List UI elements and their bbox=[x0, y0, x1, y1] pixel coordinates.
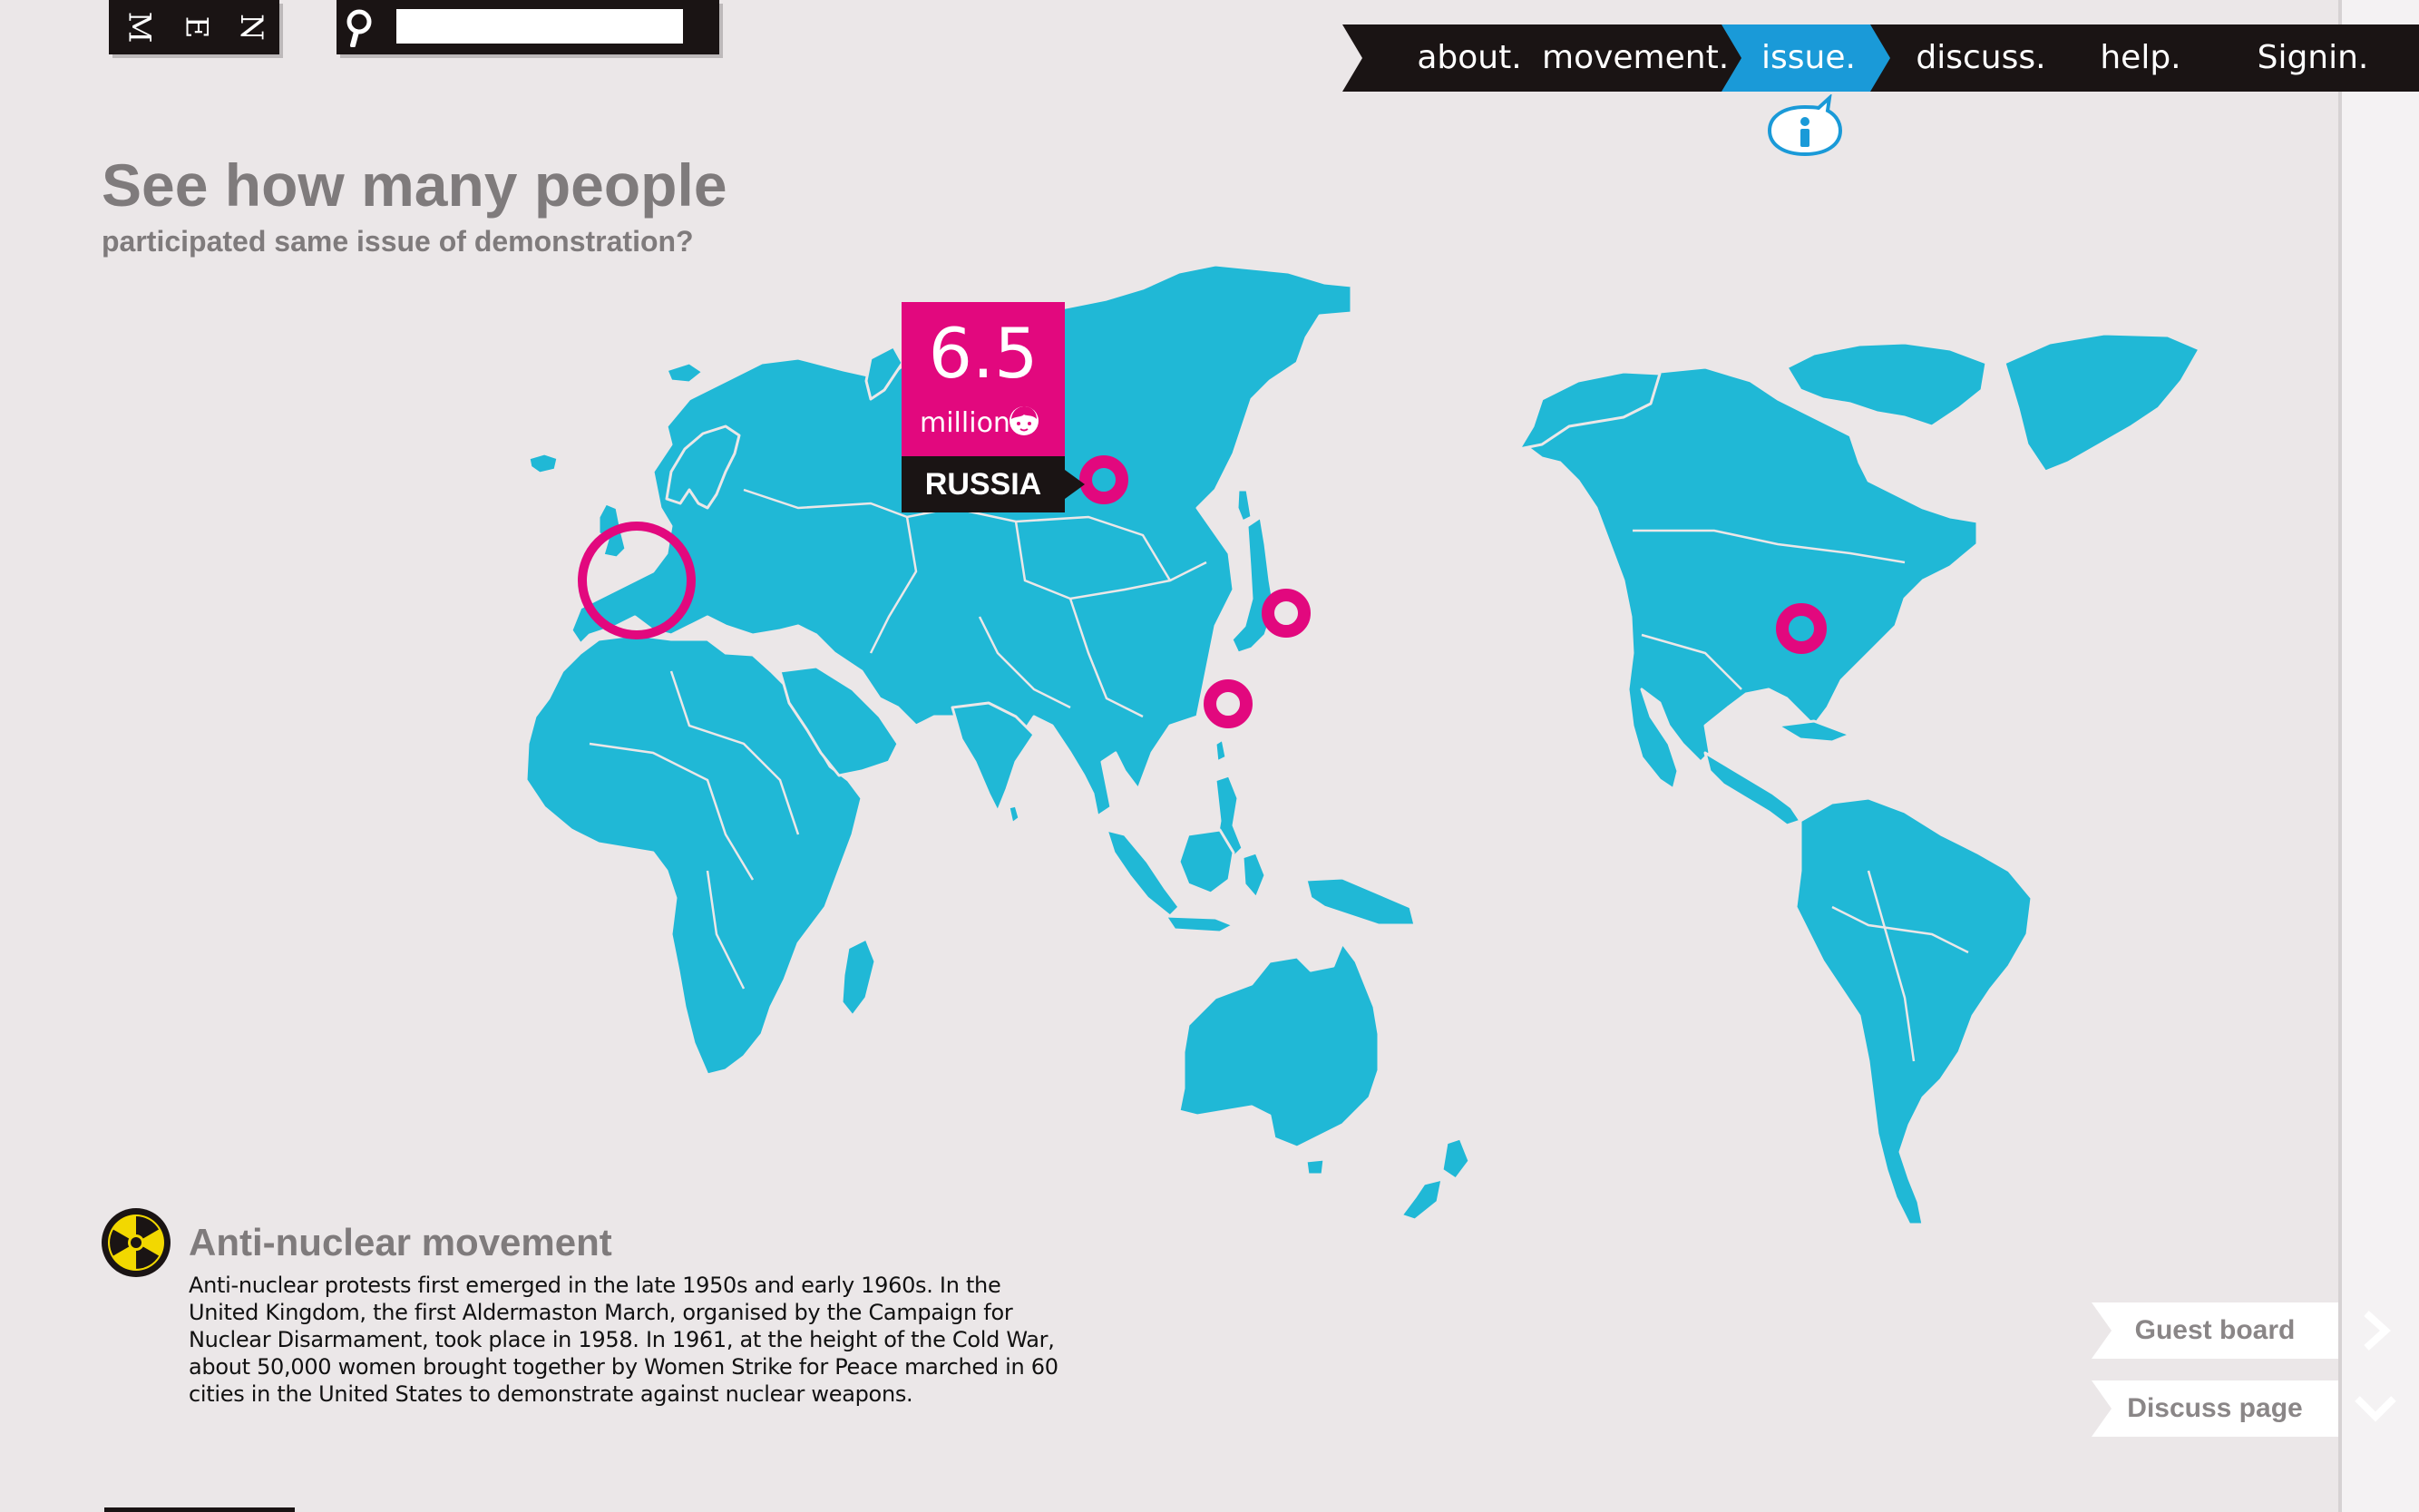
landmass-new-zealand-south bbox=[1400, 1177, 1444, 1222]
landmass-scandinavia bbox=[665, 424, 741, 510]
footer-divider bbox=[104, 1507, 295, 1512]
landmass-madagascar bbox=[840, 937, 877, 1018]
discuss-page-button[interactable]: Discuss page bbox=[2092, 1380, 2338, 1437]
callout-country-label: RUSSIA bbox=[902, 456, 1065, 512]
landmass-sri-lanka bbox=[1007, 804, 1021, 825]
nav-help[interactable]: help. bbox=[2100, 39, 2181, 76]
info-icon[interactable] bbox=[1764, 94, 1846, 160]
landmass-svalbard bbox=[665, 361, 705, 385]
callout-pointer bbox=[1065, 470, 1085, 499]
nav-signin[interactable]: Signin. bbox=[2257, 39, 2369, 76]
callout-unit: million bbox=[920, 407, 1010, 439]
landmass-alaska bbox=[1517, 370, 1662, 451]
movement-description: Anti-nuclear protests first emerged in t… bbox=[189, 1273, 1058, 1407]
chevron-down-icon[interactable] bbox=[2353, 1386, 2398, 1431]
marker-china[interactable] bbox=[1204, 679, 1253, 728]
marker-united-states[interactable] bbox=[1776, 603, 1827, 654]
markers bbox=[578, 455, 1827, 728]
landmass-africa bbox=[524, 633, 863, 1077]
landmass-cuba bbox=[1776, 719, 1852, 744]
nav-bar-background bbox=[1342, 24, 2419, 92]
landmass-sakhalin bbox=[1235, 488, 1253, 523]
callout-number: 6.5 bbox=[928, 313, 1039, 394]
guest-board-button[interactable]: Guest board bbox=[2092, 1302, 2338, 1359]
landmass-india bbox=[951, 701, 1036, 814]
landmass-novaya-zemlya bbox=[864, 345, 904, 401]
page-title: See how many people bbox=[102, 151, 727, 219]
landmass-tasmania bbox=[1304, 1157, 1326, 1176]
landmass-arabia bbox=[778, 665, 900, 777]
page-subtitle: participated same issue of demonstration… bbox=[102, 225, 694, 258]
landmass-new-guinea bbox=[1304, 876, 1417, 927]
country-borders bbox=[589, 488, 1969, 1062]
marker-japan[interactable] bbox=[1262, 589, 1311, 638]
landmass-canadian-arctic bbox=[1785, 341, 1988, 428]
landmass-iceland bbox=[527, 452, 560, 475]
callout-value-box: 6.5 million bbox=[902, 302, 1065, 456]
landmass-north-america bbox=[1522, 366, 1979, 791]
world-map bbox=[524, 263, 2201, 1226]
marker-russia[interactable] bbox=[1079, 455, 1128, 504]
nav-issue[interactable]: issue. bbox=[1761, 39, 1856, 76]
landmass-taiwan bbox=[1214, 737, 1228, 764]
landmass-central-america bbox=[1703, 751, 1802, 827]
nav-movement[interactable]: movement. bbox=[1542, 39, 1730, 76]
nav-discuss[interactable]: discuss. bbox=[1916, 39, 2046, 76]
search-icon[interactable] bbox=[344, 7, 380, 47]
landmass-java bbox=[1164, 914, 1235, 934]
landmass-japan bbox=[1230, 515, 1276, 655]
landmass-greenland bbox=[2003, 332, 2201, 473]
search-input[interactable] bbox=[396, 9, 683, 44]
landmass-south-america bbox=[1794, 796, 2034, 1226]
radiation-icon bbox=[102, 1208, 171, 1277]
landmass-sulawesi bbox=[1241, 851, 1267, 900]
scrollbar-strip[interactable] bbox=[2338, 0, 2419, 1512]
movement-title: Anti-nuclear movement bbox=[189, 1221, 612, 1263]
landmass-australia bbox=[1177, 941, 1380, 1149]
marker-europe[interactable] bbox=[578, 522, 696, 639]
chevron-right-icon[interactable] bbox=[2353, 1308, 2398, 1353]
landmass-new-zealand bbox=[1440, 1136, 1471, 1181]
landmass-borneo bbox=[1177, 828, 1235, 895]
landmass-sumatra bbox=[1105, 828, 1181, 918]
menu-button[interactable]: M E N bbox=[109, 0, 279, 54]
search-bar bbox=[337, 0, 719, 54]
main-nav: about. movement. issue. discuss. help. S… bbox=[1342, 24, 2419, 92]
nav-about[interactable]: about. bbox=[1417, 39, 1522, 76]
person-icon bbox=[1010, 406, 1039, 435]
